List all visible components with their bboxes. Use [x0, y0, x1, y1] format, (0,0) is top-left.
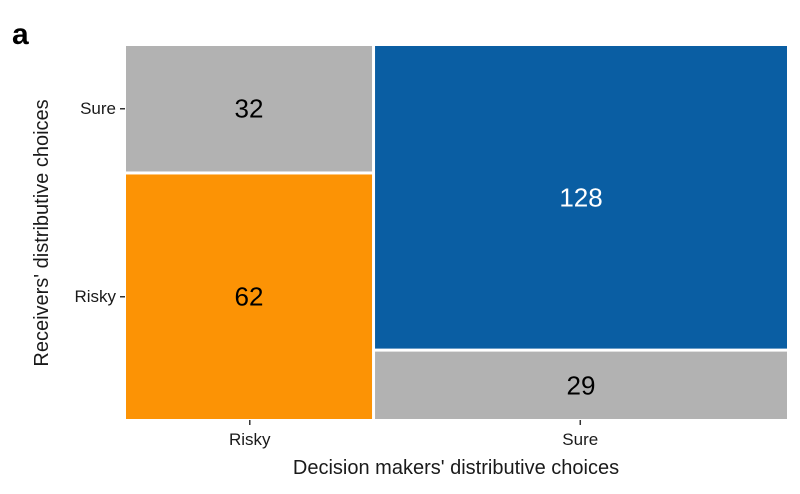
- mosaic-cell-risky-risky: [126, 174, 373, 419]
- y-tick-label-risky: Risky: [74, 287, 116, 306]
- mosaic-cell-sure-risky: [375, 351, 787, 419]
- x-axis-title: Decision makers' distributive choices: [293, 457, 619, 479]
- x-axis: Risky Sure: [229, 420, 598, 449]
- x-tick-label-sure: Sure: [562, 430, 598, 449]
- cell-count-label-sure-sure: 128: [559, 182, 602, 212]
- cell-count-label-sure-risky: 29: [567, 370, 596, 400]
- panel-label: a: [12, 18, 29, 51]
- mosaic-cells: [126, 46, 787, 419]
- cell-count-label-risky-sure: 32: [235, 94, 264, 124]
- y-axis-title: Receivers' distributive choices: [31, 99, 53, 366]
- y-axis: Risky Sure: [74, 99, 125, 306]
- mosaic-cell-labels: 62 32 29 128: [235, 94, 603, 401]
- x-tick-label-risky: Risky: [229, 430, 271, 449]
- mosaic-cell-risky-sure: [126, 46, 373, 172]
- mosaic-cell-sure-sure: [375, 46, 787, 349]
- cell-count-label-risky-risky: 62: [235, 282, 264, 312]
- y-tick-label-sure: Sure: [80, 99, 116, 118]
